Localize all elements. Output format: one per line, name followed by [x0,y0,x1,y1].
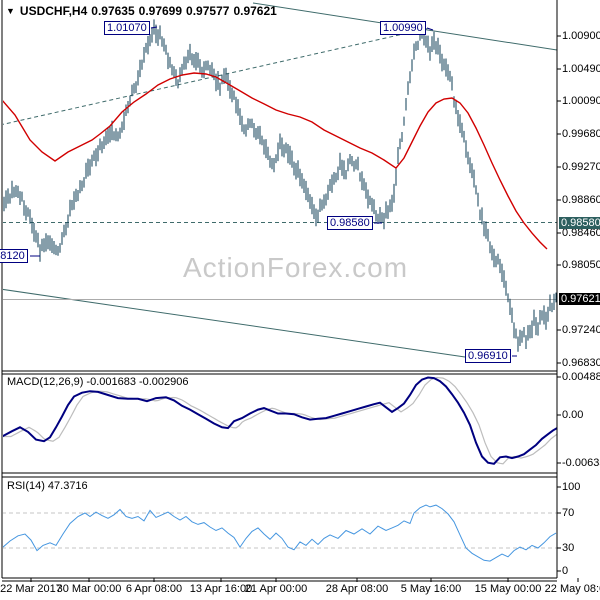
symbol-label: USDCHF,H4 [19,4,88,18]
date-axis-label: 6 Apr 08:00 [125,583,183,595]
high-value: 0.97699 [138,4,183,18]
price-level-box: 1.00990 [380,21,426,35]
macd-value-1: -0.001683 [86,376,136,388]
price-level-box: 0.98120 [0,249,28,263]
rsi-name: RSI(14) [7,480,45,492]
main-price-panel [3,2,557,358]
price-axis-label: 0.99680 [562,128,600,140]
price-box-connector [426,27,434,31]
date-axis-label: 30 Mar 00:00 [56,583,122,595]
panel-frame [1,0,579,582]
price-box-connector [150,26,158,29]
price-level-box: 0.98580 [327,216,373,230]
date-axis-label: 28 Apr 08:00 [325,583,389,595]
open-value: 0.97635 [91,4,135,18]
macd-value-2: -0.002906 [138,376,189,388]
rsi-panel [3,504,557,562]
symbol-dropdown-icon[interactable]: ▼ [6,6,15,16]
macd-axis-label: -0.006354 [562,457,600,469]
date-axis-label: 21 Apr 00:00 [244,583,308,595]
price-axis-label: 1.00490 [562,63,600,75]
macd-panel [3,376,557,465]
rsi-axis-label: 0 [562,565,569,577]
price-level-box: 1.01070 [104,21,150,35]
chart-header: ▼ USDCHF,H4 0.97635 0.97699 0.97577 0.97621 [6,4,281,18]
macd-axis-label: 0.00 [562,409,584,421]
rsi-axis-label: 100 [562,481,581,493]
highlighted-price-axis-label: 0.98580 [559,217,600,229]
actionforex-watermark: ActionForex.com [183,252,409,283]
price-axis-label: 0.97240 [562,324,600,336]
date-axis-label: 22 May 08:00 [544,583,600,595]
macd-indicator-label: MACD(12,26,9) -0.001683 -0.002906 [7,376,192,388]
macd-axis-label: 0.004883 [562,371,600,383]
low-value: 0.97577 [186,4,230,18]
date-axis-label: 15 May 00:00 [474,583,542,595]
price-axis-label: 1.00900 [562,30,600,42]
price-axis-label: 0.98050 [562,259,600,271]
price-level-box: 0.96910 [465,349,511,363]
price-axis-label: 1.00090 [562,95,600,107]
falling-trendline [3,288,466,358]
price-bar-series [3,19,557,352]
rsi-indicator-label: RSI(14) 47.3716 [7,480,91,492]
macd-main-line [3,376,557,465]
moving-average-line [3,72,548,250]
rsi-axis-label: 30 [562,542,575,554]
price-axis-label: 0.96830 [562,357,600,369]
date-axis-label: 22 Mar 2017 [0,583,62,595]
rsi-value: 47.3716 [47,480,88,492]
date-axis-label: 13 Apr 16:00 [189,583,253,595]
macd-signal-line [3,376,557,465]
price-axis-label: 0.98460 [562,227,600,239]
highlighted-price-axis-label: 0.97621 [559,293,600,305]
rsi-axis-label: 70 [562,507,575,519]
close-value: 0.97621 [233,4,277,18]
date-axis-label: 5 May 16:00 [400,583,462,595]
macd-name: MACD(12,26,9) [7,376,84,388]
price-axis-label: 0.99270 [562,161,600,173]
rsi-line [3,504,557,562]
price-axis-label: 0.98860 [562,194,600,206]
